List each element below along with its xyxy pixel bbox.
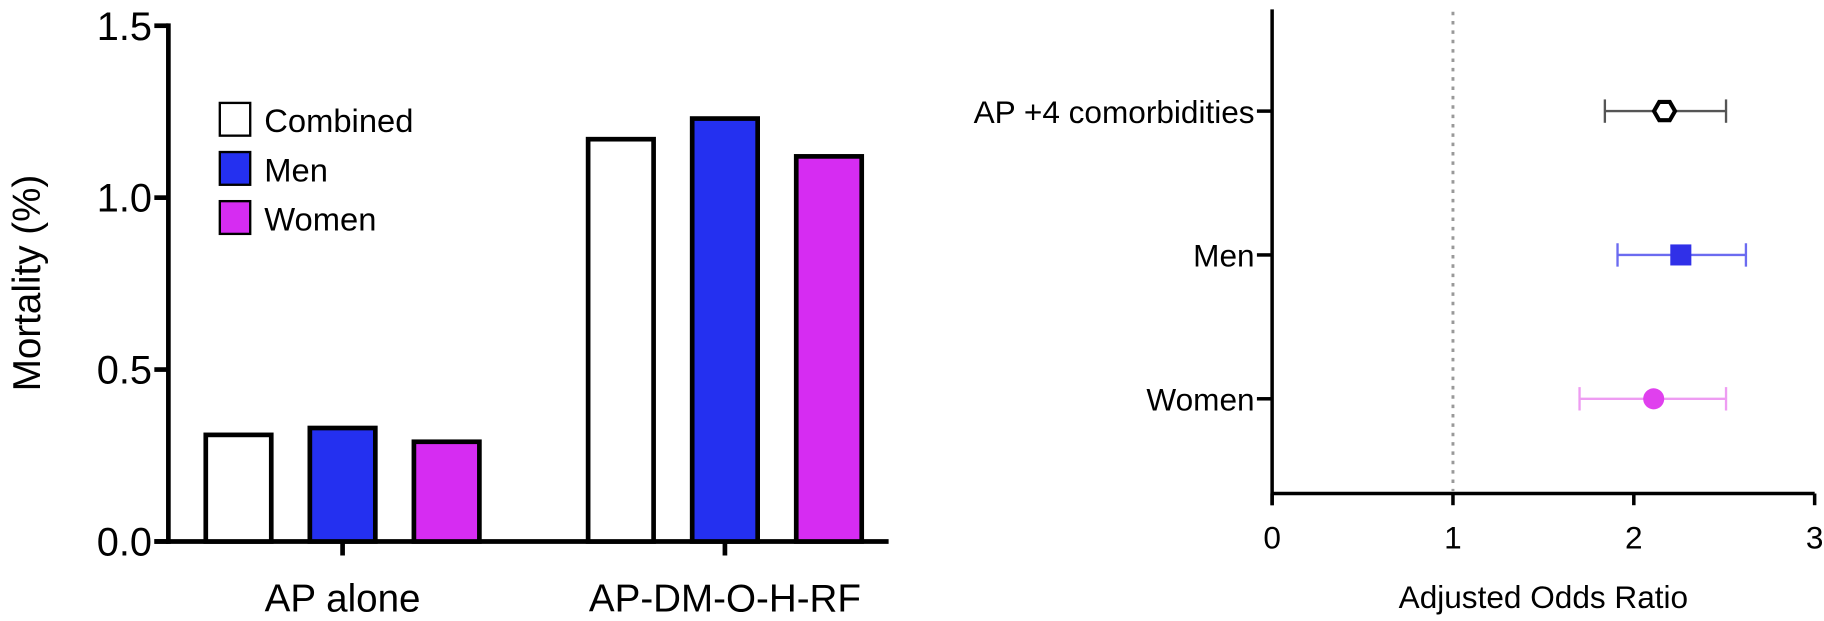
legend-swatch-women: [218, 199, 252, 236]
x-tick-label: 1: [1444, 519, 1462, 555]
odds-ratio-forest-plot: 0 1 2 3 Adjusted Odds Ratio AP +4 comorbiditi…: [974, 9, 1824, 615]
x-tick-label: AP-DM-O-H-RF: [589, 578, 861, 621]
row-label: AP +4 comorbidities: [974, 94, 1255, 130]
y-tick-label: 0.5: [97, 349, 152, 393]
x-tick-label: 3: [1806, 519, 1824, 555]
legend-swatch-combined: [218, 101, 252, 137]
x-tick-label: 0: [1263, 519, 1281, 555]
legend: Combined Men Women: [218, 101, 413, 237]
legend-label: Men: [264, 151, 328, 188]
y-axis-label: Mortality (%): [6, 175, 49, 392]
y-tick-label: 1.5: [97, 5, 152, 49]
row-label: Men: [1193, 238, 1254, 274]
mortality-bar-chart: 0.0 0.5 1.0 1.5 Mortality (%) AP alone AP-DM-O…: [6, 5, 889, 621]
x-tick-label: 2: [1625, 519, 1643, 555]
bar-women: [793, 154, 865, 544]
x-axis-label: Adjusted Odds Ratio: [1399, 579, 1688, 615]
estimate-marker-hexagon: [1651, 99, 1678, 123]
y-tick-label: 1.0: [97, 177, 152, 221]
bar-women: [411, 439, 482, 544]
estimate-marker-square: [1670, 244, 1692, 266]
row-label: Women: [1146, 381, 1254, 417]
x-tick-label: AP alone: [265, 578, 421, 621]
legend-label: Combined: [264, 102, 413, 139]
y-tick-label: 0.0: [97, 521, 152, 565]
bar-combined: [585, 136, 656, 544]
bar-men: [689, 116, 761, 544]
bar-combined: [203, 432, 274, 544]
legend-swatch-men: [218, 150, 252, 186]
bar-men: [307, 425, 378, 544]
estimate-marker-circle: [1643, 388, 1665, 410]
legend-label: Women: [264, 200, 376, 237]
